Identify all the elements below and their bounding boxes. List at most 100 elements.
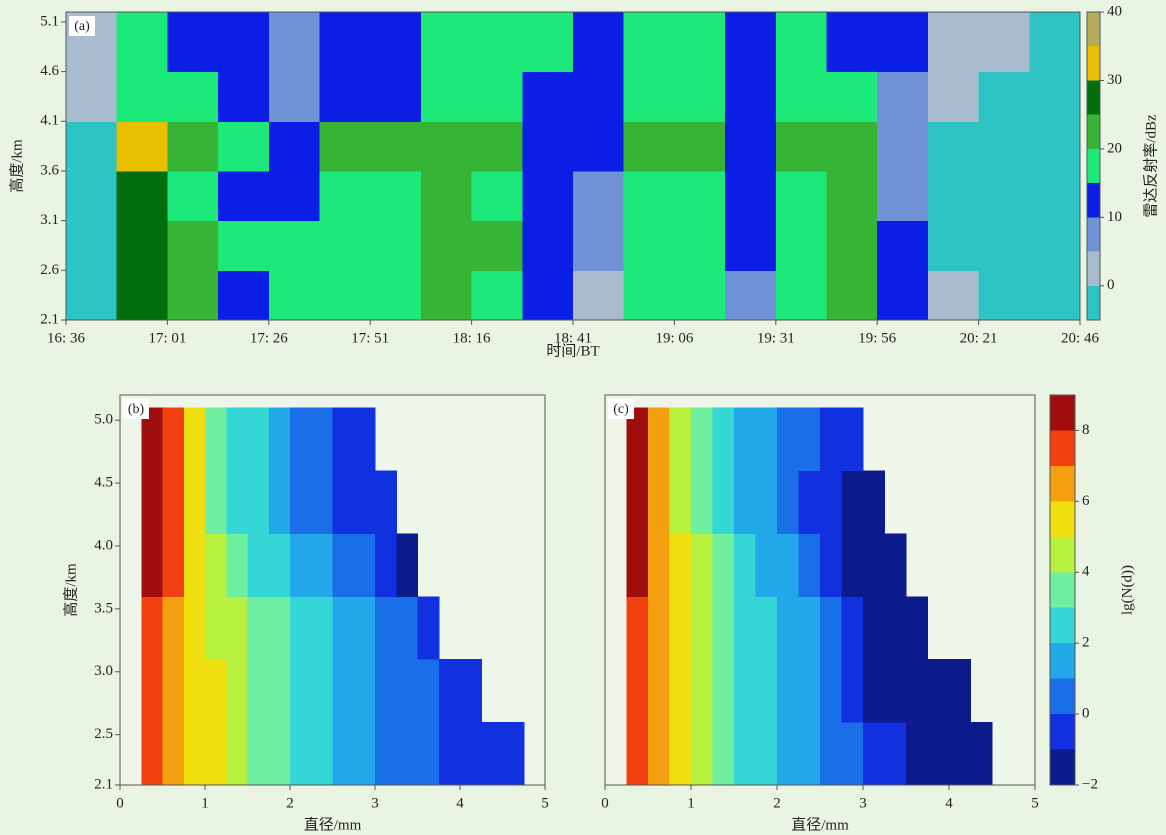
- heat-cell: [734, 470, 756, 534]
- heat-cell: [573, 71, 625, 122]
- heat-cell: [311, 596, 333, 660]
- heat-cell: [691, 659, 713, 723]
- heat-cell: [777, 407, 799, 471]
- heat-cell: [268, 71, 320, 122]
- heat-cell: [755, 659, 778, 723]
- heat-cell: [669, 470, 692, 534]
- heat-cell: [218, 121, 270, 172]
- heat-cell: [734, 659, 756, 723]
- heat-cell: [626, 470, 649, 534]
- heat-cell: [332, 722, 355, 786]
- heat-cell: [396, 659, 418, 723]
- heat-cell: [375, 722, 397, 786]
- heat-cell: [725, 220, 777, 271]
- heat-cell: [205, 659, 227, 723]
- heat-cell: [755, 407, 778, 471]
- heat-cell: [218, 12, 270, 73]
- heat-cell: [1029, 121, 1081, 172]
- heat-cell: [226, 659, 248, 723]
- heat-cell: [116, 12, 168, 73]
- x-tick-label: 0: [116, 795, 124, 811]
- plot-frame: [119, 394, 546, 786]
- heat-cell: [626, 407, 649, 471]
- heat-cell: [311, 407, 333, 471]
- colorbar-frame: [1049, 394, 1076, 786]
- heat-cell: [691, 722, 713, 786]
- heat-cell: [906, 596, 928, 660]
- x-tick-label: 20: 46: [1061, 330, 1099, 346]
- colorbar-label: lg(N(d)): [1119, 565, 1135, 615]
- heat-cell: [417, 596, 440, 660]
- colorbar-tick-label: 8: [1082, 422, 1090, 438]
- heat-cell: [863, 722, 885, 786]
- heat-cell: [522, 12, 574, 73]
- heat-cell: [268, 596, 291, 660]
- heat-cell: [927, 220, 980, 271]
- heat-cell: [669, 722, 692, 786]
- heat-cell: [755, 533, 778, 597]
- heat-cell: [648, 722, 670, 786]
- colorbar-swatch: [1050, 572, 1075, 608]
- heat-cell: [502, 722, 525, 786]
- heat-cell: [775, 71, 827, 122]
- heat-cell: [162, 659, 185, 723]
- heat-cell: [353, 470, 376, 534]
- x-tick-label: 3: [371, 795, 379, 811]
- heat-cell: [877, 121, 929, 172]
- x-tick-label: 1: [201, 795, 209, 811]
- heat-cell: [648, 659, 670, 723]
- heat-cell: [268, 121, 320, 172]
- heat-cell: [623, 121, 675, 172]
- heat-cell: [841, 407, 864, 471]
- heat-cell: [162, 533, 185, 597]
- colorbar-swatch: [1087, 12, 1100, 47]
- x-tick-label: 1: [687, 795, 695, 811]
- x-tick-label: 0: [601, 795, 609, 811]
- panel-label: (c): [613, 402, 629, 417]
- heat-cell: [674, 270, 726, 321]
- x-tick-label: 18: 16: [453, 330, 491, 346]
- heat-cell: [481, 722, 503, 786]
- heat-cell: [311, 533, 333, 597]
- heat-cell: [205, 407, 227, 471]
- heat-cell: [226, 596, 248, 660]
- heat-cell: [648, 533, 670, 597]
- y-tick-label: 5.0: [94, 412, 113, 428]
- x-tick-label: 3: [859, 795, 867, 811]
- heat-cell: [1029, 170, 1081, 222]
- heat-cell: [332, 407, 355, 471]
- colorbar-swatch: [1050, 536, 1075, 573]
- heat-cell: [183, 470, 206, 534]
- heat-cell: [141, 596, 163, 660]
- colorbar-swatch: [1087, 183, 1100, 218]
- heat-cell: [162, 470, 185, 534]
- heat-cell: [460, 659, 482, 723]
- x-tick-label: 18: 41: [554, 330, 592, 346]
- heat-cell: [734, 722, 756, 786]
- heat-cell: [877, 12, 929, 73]
- heat-cell: [332, 659, 355, 723]
- heat-cell: [820, 533, 842, 597]
- heat-cell: [978, 12, 1030, 73]
- heat-cell: [218, 270, 270, 321]
- heat-cell: [268, 220, 320, 271]
- heat-cell: [268, 270, 320, 321]
- heat-cell: [205, 596, 227, 660]
- heat-cell: [798, 722, 821, 786]
- x-tick-label: 2: [286, 795, 294, 811]
- heat-cell: [141, 407, 163, 471]
- heat-cell: [777, 722, 799, 786]
- x-axis-label: 直径/mm: [791, 816, 849, 833]
- heat-cell: [573, 170, 625, 222]
- heat-cell: [167, 220, 219, 271]
- heat-cell: [734, 533, 756, 597]
- colorbar-swatch: [1050, 607, 1075, 644]
- heat-cell: [820, 596, 842, 660]
- heat-cell: [648, 407, 670, 471]
- heat-cell: [674, 220, 726, 271]
- heat-cell: [884, 659, 907, 723]
- heat-cell: [775, 220, 827, 271]
- heat-cell: [218, 71, 270, 122]
- heat-cell: [826, 71, 878, 122]
